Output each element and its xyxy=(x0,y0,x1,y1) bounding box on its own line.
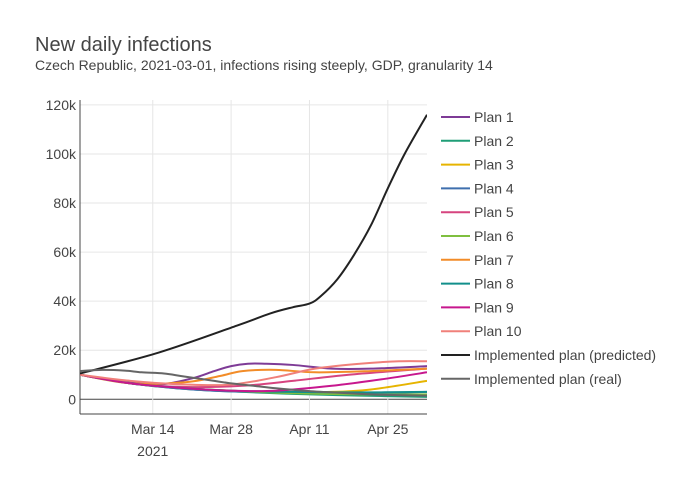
series-line-implemented-plan-predicted xyxy=(80,114,427,375)
x-tick-label: Mar 14 xyxy=(131,421,175,437)
x-tick-year-label: 2021 xyxy=(137,443,168,459)
legend-label-plan-5: Plan 5 xyxy=(474,204,514,220)
plot-area xyxy=(80,114,427,398)
legend-label-plan-8: Plan 8 xyxy=(474,276,514,292)
x-tick-label: Apr 25 xyxy=(367,421,408,437)
chart-title: New daily infections xyxy=(35,34,212,56)
y-tick-label: 100k xyxy=(46,146,77,162)
x-tick-label: Mar 28 xyxy=(209,421,253,437)
legend-label-plan-2: Plan 2 xyxy=(474,133,514,149)
legend-label-plan-6: Plan 6 xyxy=(474,228,514,244)
chart-subtitle: Czech Republic, 2021-03-01, infections r… xyxy=(35,57,493,73)
axes: 0 20k 40k 60k 80k 100k 120k Mar 14 Mar 28 Apr 11 A… xyxy=(46,97,427,459)
series-line-plan-9 xyxy=(80,371,427,393)
legend-label-implemented-plan-predicted: Implemented plan (predicted) xyxy=(474,347,656,363)
legend-label-plan-1: Plan 1 xyxy=(474,109,514,125)
legend-label-plan-10: Plan 10 xyxy=(474,323,522,339)
legend-label-implemented-plan-real: Implemented plan (real) xyxy=(474,371,622,387)
y-tick-label: 80k xyxy=(53,195,77,211)
legend-label-plan-3: Plan 3 xyxy=(474,157,514,173)
y-tick-label: 120k xyxy=(46,97,77,113)
series-line-implemented-plan-real xyxy=(80,368,427,397)
y-tick-label: 20k xyxy=(53,342,77,358)
y-tick-label: 60k xyxy=(53,244,77,260)
series-line-plan-10 xyxy=(80,360,427,387)
y-tick-label: 0 xyxy=(68,391,76,407)
legend-label-plan-4: Plan 4 xyxy=(474,180,514,196)
legend-label-plan-9: Plan 9 xyxy=(474,299,514,315)
series-line-plan-7 xyxy=(80,367,427,385)
y-tick-label: 40k xyxy=(53,293,77,309)
legend-label-plan-7: Plan 7 xyxy=(474,252,514,268)
gridlines xyxy=(80,100,427,414)
x-tick-label: Apr 11 xyxy=(289,421,329,437)
legend: Plan 1 Plan 2 Plan 3 Plan 4 Plan 5 Plan 6 Plan… xyxy=(441,109,656,387)
